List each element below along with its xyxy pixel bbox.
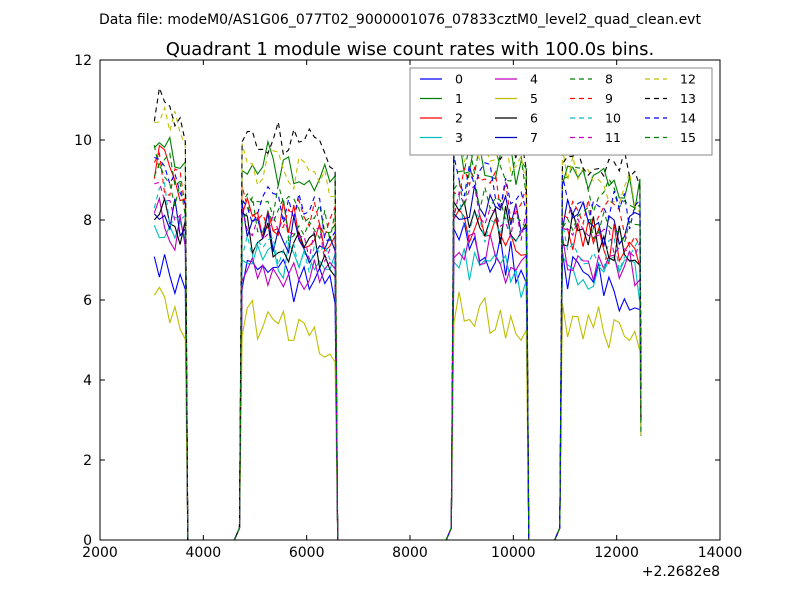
x-axis: 2000 4000 6000 8000 10000 12000 14000 [82, 60, 742, 561]
series-line-1 [153, 135, 642, 540]
legend-entry: 9 [605, 91, 613, 106]
series-line-13 [153, 85, 642, 540]
legend-entry: 7 [530, 130, 538, 145]
y-tick-label: 8 [83, 213, 92, 229]
legend-entry: 11 [605, 130, 621, 145]
series-line-4 [153, 196, 642, 540]
legend-entry: 8 [605, 72, 613, 87]
series-line-2 [153, 144, 642, 540]
series-line-7 [153, 185, 642, 540]
legend-entry: 14 [680, 111, 696, 126]
chart-title: Quadrant 1 module wise count rates with … [166, 39, 655, 60]
x-tick-label: 12000 [594, 545, 639, 561]
legend-entry: 13 [680, 91, 696, 106]
legend-entry: 6 [530, 111, 538, 126]
legend-entry: 4 [530, 72, 538, 87]
y-tick-label: 0 [83, 533, 92, 549]
y-tick-label: 2 [83, 453, 92, 469]
x-tick-label: 8000 [392, 545, 428, 561]
series-line-12 [154, 105, 642, 540]
y-tick-label: 6 [83, 293, 92, 309]
series-line-0 [153, 222, 642, 540]
x-axis-offset-label: +2.2682e8 [642, 564, 720, 580]
series-line-14 [154, 155, 642, 540]
legend-entry: 0 [455, 72, 463, 87]
legend-entry: 10 [605, 111, 621, 126]
y-tick-label: 4 [83, 373, 92, 389]
x-tick-label: 10000 [491, 545, 536, 561]
series-line-8 [153, 142, 642, 540]
legend-entry: 12 [680, 72, 696, 87]
y-tick-label: 10 [74, 133, 92, 149]
legend-entry: 1 [455, 91, 463, 106]
series-line-3 [153, 218, 642, 540]
legend-entry: 3 [455, 130, 463, 145]
legend-box [409, 67, 713, 156]
legend-entry: 5 [530, 91, 538, 106]
x-tick-label: 6000 [289, 545, 325, 561]
series-line-11 [154, 181, 642, 540]
series-line-10 [153, 181, 642, 540]
series-line-5 [153, 286, 642, 540]
series-line-9 [153, 151, 642, 540]
legend-entry: 15 [680, 130, 696, 145]
series-line-6 [153, 196, 642, 540]
legend-entry: 2 [455, 111, 463, 126]
x-tick-label: 4000 [186, 545, 222, 561]
x-tick-label: 2000 [82, 545, 118, 561]
series-layer [153, 85, 642, 540]
data-file-label: Data file: modeM0/AS1G06_077T02_90000010… [99, 12, 701, 28]
x-tick-label: 14000 [698, 545, 743, 561]
y-tick-label: 12 [74, 53, 92, 69]
series-line-15 [153, 162, 642, 540]
